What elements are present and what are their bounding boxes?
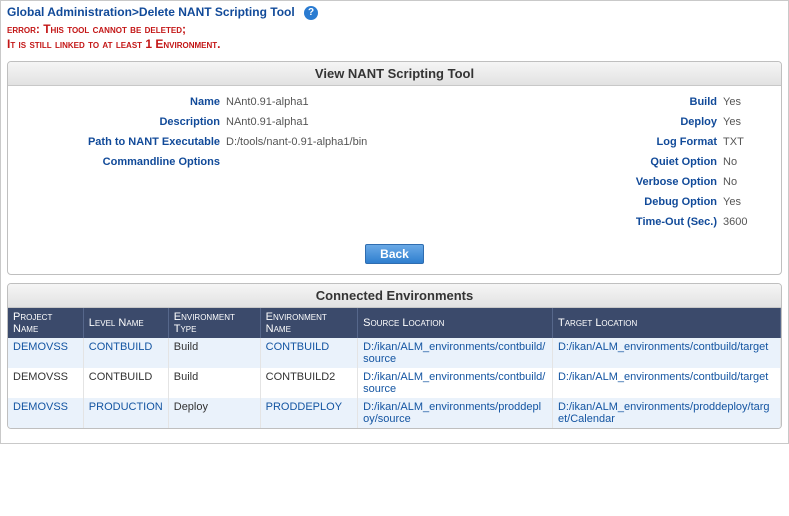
breadcrumb-text: Global Administration>Delete NANT Script… — [7, 5, 295, 19]
cell-source: D:/ikan/ALM_environments/contbuild/sourc… — [363, 341, 545, 365]
cell-level: CONTBUILD — [89, 371, 153, 383]
cell-source: D:/ikan/ALM_environments/contbuild/sourc… — [363, 371, 545, 395]
value-name: NAnt0.91-alpha1 — [226, 96, 425, 108]
value-deploy: Yes — [723, 116, 773, 128]
label-cmdoptions: Commandline Options — [16, 156, 226, 168]
label-build: Build — [425, 96, 723, 108]
cell-envname[interactable]: CONTBUILD — [266, 341, 330, 353]
col-envname: Environment Name — [260, 308, 357, 338]
table-row: DEMOVSS CONTBUILD Build CONTBUILD D:/ikan/AL… — [8, 338, 781, 368]
value-timeout: 3600 — [723, 216, 773, 228]
cell-envtype: Deploy — [174, 401, 208, 413]
col-envtype: Environment Type — [168, 308, 260, 338]
cell-project[interactable]: DEMOVSS — [13, 341, 68, 353]
value-verbose: No — [723, 176, 773, 188]
error-line2: It is still linked to at least 1 Environ… — [7, 37, 782, 53]
breadcrumb: Global Administration>Delete NANT Script… — [5, 3, 784, 22]
col-source: Source Location — [358, 308, 553, 338]
value-description: NAnt0.91-alpha1 — [226, 116, 425, 128]
col-level: Level Name — [83, 308, 168, 338]
error-line1: error: This tool cannot be deleted; — [7, 22, 782, 38]
cell-project: DEMOVSS — [13, 371, 68, 383]
environments-table: Project Name Level Name Environment Type… — [8, 308, 781, 428]
value-path: D:/tools/nant-0.91-alpha1/bin — [226, 136, 425, 148]
label-path: Path to NANT Executable — [16, 136, 226, 148]
label-description: Description — [16, 116, 226, 128]
value-cmdoptions — [226, 156, 425, 168]
cell-envtype: Build — [174, 371, 198, 383]
value-build: Yes — [723, 96, 773, 108]
col-project: Project Name — [8, 308, 83, 338]
value-quiet: No — [723, 156, 773, 168]
back-button[interactable]: Back — [365, 244, 424, 264]
label-quiet: Quiet Option — [425, 156, 723, 168]
label-timeout: Time-Out (Sec.) — [425, 216, 723, 228]
cell-level[interactable]: CONTBUILD — [89, 341, 153, 353]
cell-target: D:/ikan/ALM_environments/contbuild/targe… — [558, 371, 768, 383]
view-panel-title: View NANT Scripting Tool — [8, 62, 781, 86]
cell-level[interactable]: PRODUCTION — [89, 401, 163, 413]
connected-environments-panel: Connected Environments Project Name Leve… — [7, 283, 782, 429]
cell-target: D:/ikan/ALM_environments/proddeploy/targ… — [558, 401, 770, 425]
cell-source: D:/ikan/ALM_environments/proddeploy/sour… — [363, 401, 541, 425]
label-name: Name — [16, 96, 226, 108]
cell-envname[interactable]: PRODDEPLOY — [266, 401, 342, 413]
cell-project[interactable]: DEMOVSS — [13, 401, 68, 413]
error-message: error: This tool cannot be deleted; It i… — [5, 22, 784, 57]
table-row: DEMOVSS CONTBUILD Build CONTBUILD2 D:/ikan/A… — [8, 368, 781, 398]
label-verbose: Verbose Option — [425, 176, 723, 188]
view-panel: View NANT Scripting Tool Name NAnt0.91-a… — [7, 61, 782, 275]
col-target: Target Location — [552, 308, 780, 338]
cell-target: D:/ikan/ALM_environments/contbuild/targe… — [558, 341, 768, 353]
cell-envtype: Build — [174, 341, 198, 353]
cell-envname: CONTBUILD2 — [266, 371, 336, 383]
table-row: DEMOVSS PRODUCTION Deploy PRODDEPLOY D:/ikan… — [8, 398, 781, 428]
env-panel-title: Connected Environments — [8, 284, 781, 308]
value-logformat: TXT — [723, 136, 773, 148]
label-logformat: Log Format — [425, 136, 723, 148]
value-debug: Yes — [723, 196, 773, 208]
label-deploy: Deploy — [425, 116, 723, 128]
label-debug: Debug Option — [425, 196, 723, 208]
help-icon[interactable]: ? — [304, 6, 318, 20]
